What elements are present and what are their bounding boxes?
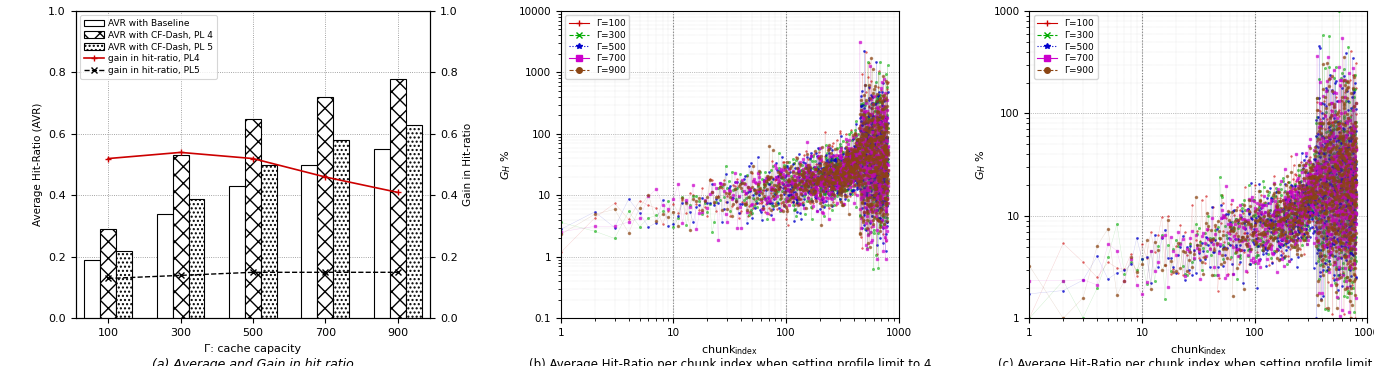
Text: (b) Average Hit-Ratio per chunk index when setting profile limit to 4: (b) Average Hit-Ratio per chunk index wh… bbox=[529, 358, 932, 366]
Bar bbox=[173, 156, 188, 318]
Legend: Γ=100, Γ=300, Γ=500, Γ=700, Γ=900: Γ=100, Γ=300, Γ=500, Γ=700, Γ=900 bbox=[565, 15, 629, 79]
Bar bbox=[157, 214, 173, 318]
Bar bbox=[84, 260, 100, 318]
Y-axis label: $G_H$ %: $G_H$ % bbox=[499, 150, 513, 180]
Text: (c) Average Hit-Ratio per chunk index when setting profile limit to 5: (c) Average Hit-Ratio per chunk index wh… bbox=[998, 358, 1374, 366]
Bar bbox=[261, 165, 276, 318]
Bar bbox=[334, 140, 349, 318]
Y-axis label: Average Hit-Ratio (AVR): Average Hit-Ratio (AVR) bbox=[33, 103, 43, 227]
Bar bbox=[301, 165, 317, 318]
X-axis label: chunk$_{\mathregular{index}}$: chunk$_{\mathregular{index}}$ bbox=[701, 344, 758, 358]
Bar bbox=[405, 125, 422, 318]
Text: (a) Average and Gain in hit ratio: (a) Average and Gain in hit ratio bbox=[153, 358, 354, 366]
Y-axis label: $G_H$ %: $G_H$ % bbox=[974, 150, 988, 180]
Bar bbox=[245, 119, 261, 318]
Legend: Γ=100, Γ=300, Γ=500, Γ=700, Γ=900: Γ=100, Γ=300, Γ=500, Γ=700, Γ=900 bbox=[1033, 15, 1098, 79]
Bar bbox=[229, 186, 245, 318]
X-axis label: chunk$_{\mathregular{index}}$: chunk$_{\mathregular{index}}$ bbox=[1169, 344, 1227, 358]
Bar bbox=[188, 198, 205, 318]
Bar bbox=[390, 79, 405, 318]
Legend: AVR with Baseline, AVR with CF-Dash, PL 4, AVR with CF-Dash, PL 5, gain in hit-r: AVR with Baseline, AVR with CF-Dash, PL … bbox=[80, 15, 217, 79]
Bar bbox=[117, 251, 132, 318]
Bar bbox=[100, 229, 117, 318]
X-axis label: Γ: cache capacity: Γ: cache capacity bbox=[205, 344, 301, 354]
Y-axis label: Gain in Hit-ratio: Gain in Hit-ratio bbox=[463, 123, 474, 206]
Bar bbox=[374, 149, 390, 318]
Bar bbox=[317, 97, 334, 318]
